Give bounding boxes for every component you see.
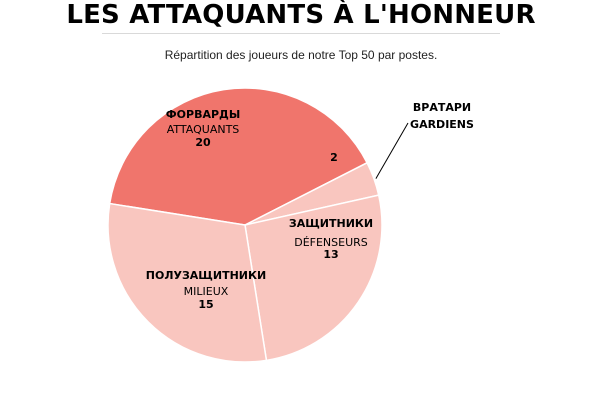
slice-label-fr-attaquants: ATTAQUANTS — [167, 123, 240, 136]
gardiens-leader-line — [375, 122, 409, 179]
slice-label-ru-milieux: ПОЛУЗАЩИТНИКИ — [146, 269, 266, 282]
slice-value-attaquants: 20 — [195, 136, 211, 149]
pie-slices — [107, 87, 383, 363]
slice-value-milieux: 15 — [198, 298, 213, 311]
pie-slice-attaquants — [108, 87, 369, 226]
pie-slice-defenseurs — [244, 194, 383, 362]
slice-label-ru-gardiens: ВРАТАРИ — [413, 101, 471, 114]
slice-label-fr-defenseurs: DÉFENSEURS — [294, 236, 368, 249]
pie-slice-milieux — [107, 202, 268, 363]
slice-label-ru-defenseurs: ЗАЩИТНИКИ — [289, 217, 373, 230]
slice-label-fr-gardiens: GARDIENS — [410, 118, 474, 131]
slice-value-gardiens: 2 — [330, 151, 338, 164]
slice-label-ru-attaquants: ФОРВАРДЫ — [166, 108, 240, 121]
chart-title: LES ATTAQUANTS À L'HONNEUR — [66, 0, 536, 30]
chart-subtitle: Répartition des joueurs de notre Top 50 … — [164, 48, 438, 62]
title-divider — [102, 33, 500, 34]
slice-label-fr-milieux: MILIEUX — [184, 285, 229, 298]
slice-value-defenseurs: 13 — [323, 248, 338, 261]
